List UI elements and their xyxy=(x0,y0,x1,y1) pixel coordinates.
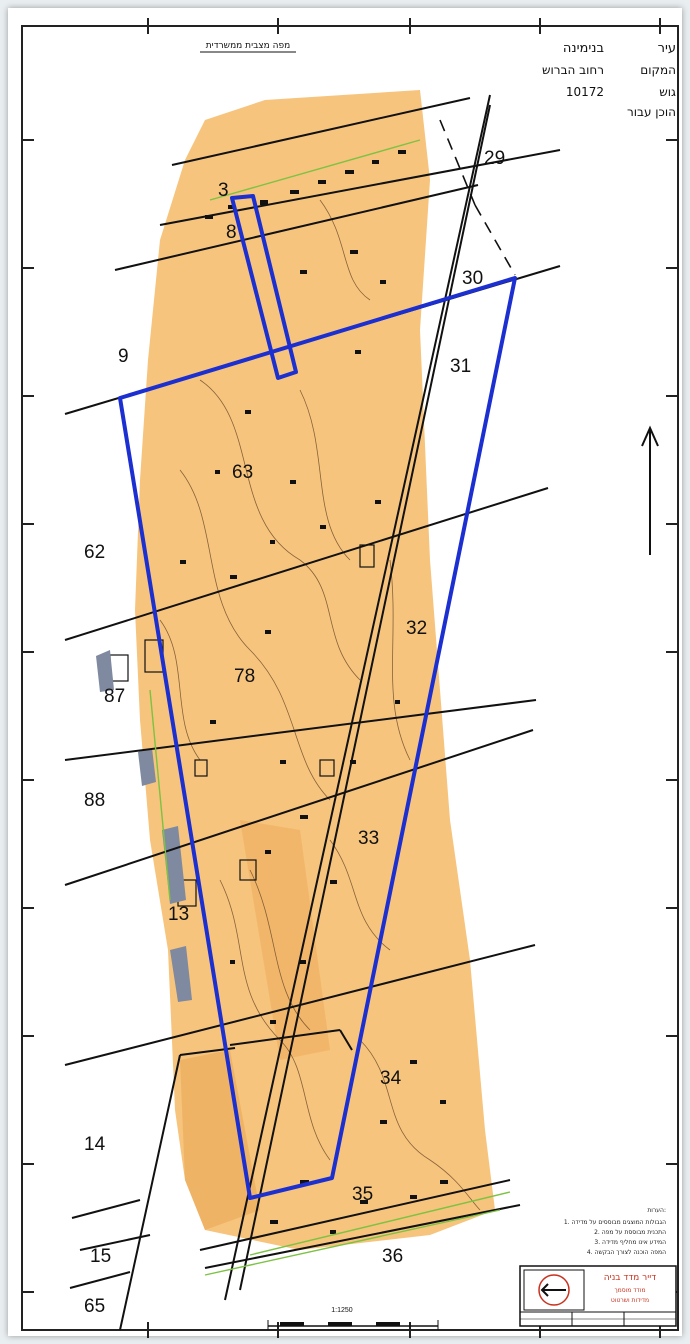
parcel-29: 29 xyxy=(484,148,505,169)
dashed-boundary xyxy=(439,119,516,276)
surveyor-name: דייר מדד בניה xyxy=(604,1273,656,1283)
map-title: מפה מצבית ממשרדית xyxy=(206,41,290,51)
parcel-87: 87 xyxy=(104,686,125,707)
parcel-32: 32 xyxy=(406,618,427,639)
parcel-3: 3 xyxy=(218,180,229,201)
notes-line-4: 4. המפה הוכנה לצורך הבקשה xyxy=(587,1249,666,1256)
notes-heading: הערות: xyxy=(647,1207,666,1214)
parcel-13: 13 xyxy=(168,904,189,925)
surveyed-area-shadow xyxy=(180,1050,260,1230)
parcel-78: 78 xyxy=(234,666,255,687)
parcel-35: 35 xyxy=(352,1184,373,1205)
parcel-63: 63 xyxy=(232,462,253,483)
survey-symbols xyxy=(180,150,448,1234)
notes-block: הערות: 1. הגבולות המוצגים מבוססים על מדי… xyxy=(564,1207,666,1256)
map-frame xyxy=(21,25,679,1331)
parcel-36: 36 xyxy=(382,1246,403,1267)
parcel-31: 31 xyxy=(450,356,471,377)
neighbor-buildings xyxy=(96,650,192,1002)
road-edges xyxy=(149,139,511,1276)
cadastral-lines xyxy=(64,94,561,1331)
parcel-9: 9 xyxy=(118,346,129,367)
parcel-88: 88 xyxy=(84,790,105,811)
parcel-62: 62 xyxy=(84,542,105,563)
surveyor-firm: מדידות ושרטוט xyxy=(611,1297,649,1304)
slope-band xyxy=(240,820,330,1060)
info-label-block: גוש xyxy=(659,85,676,99)
notes-line-1: 1. הגבולות המוצגים מבוססים על מדידה xyxy=(564,1219,666,1226)
info-label-place: המקום xyxy=(640,63,676,77)
plan-boundary xyxy=(118,194,517,1200)
north-arrow xyxy=(641,425,659,555)
info-value-place: רחוב הברוש xyxy=(542,63,604,77)
parcel-33: 33 xyxy=(358,828,379,849)
surveyor-role: מודד מוסמך xyxy=(614,1287,645,1294)
parcel-8: 8 xyxy=(226,222,237,243)
info-value-block: 10172 xyxy=(566,85,604,99)
info-value-city: בנימינה xyxy=(563,41,604,56)
buildings xyxy=(109,544,375,907)
surveyor-stamp xyxy=(538,1274,570,1306)
info-label-prepared-for: הוכן עבור xyxy=(627,105,676,119)
scale-bar: 1:1250 xyxy=(267,1307,439,1330)
info-label-city: עיר xyxy=(658,41,676,56)
notes-line-2: 2. התכנית מבוססת על מפה xyxy=(594,1229,666,1236)
contour-lines xyxy=(159,199,481,1211)
scale-label: 1:1250 xyxy=(331,1307,353,1314)
notes-line-3: 3. המידע אינו מחליף מדידה xyxy=(594,1239,666,1246)
parcel-65: 65 xyxy=(84,1296,105,1317)
parcel-14: 14 xyxy=(84,1134,106,1155)
title-block: דייר מדד בניה מודד מוסמך מדידות ושרטוט xyxy=(519,1265,677,1327)
parcel-34: 34 xyxy=(380,1068,402,1089)
parcel-15: 15 xyxy=(90,1246,111,1267)
info-block: עיר בנימינה המקום רחוב הברוש גוש 10172 ה… xyxy=(542,41,676,119)
parcel-30: 30 xyxy=(462,268,483,289)
surveyed-area xyxy=(135,90,495,1250)
frame-ticks xyxy=(22,18,678,1338)
